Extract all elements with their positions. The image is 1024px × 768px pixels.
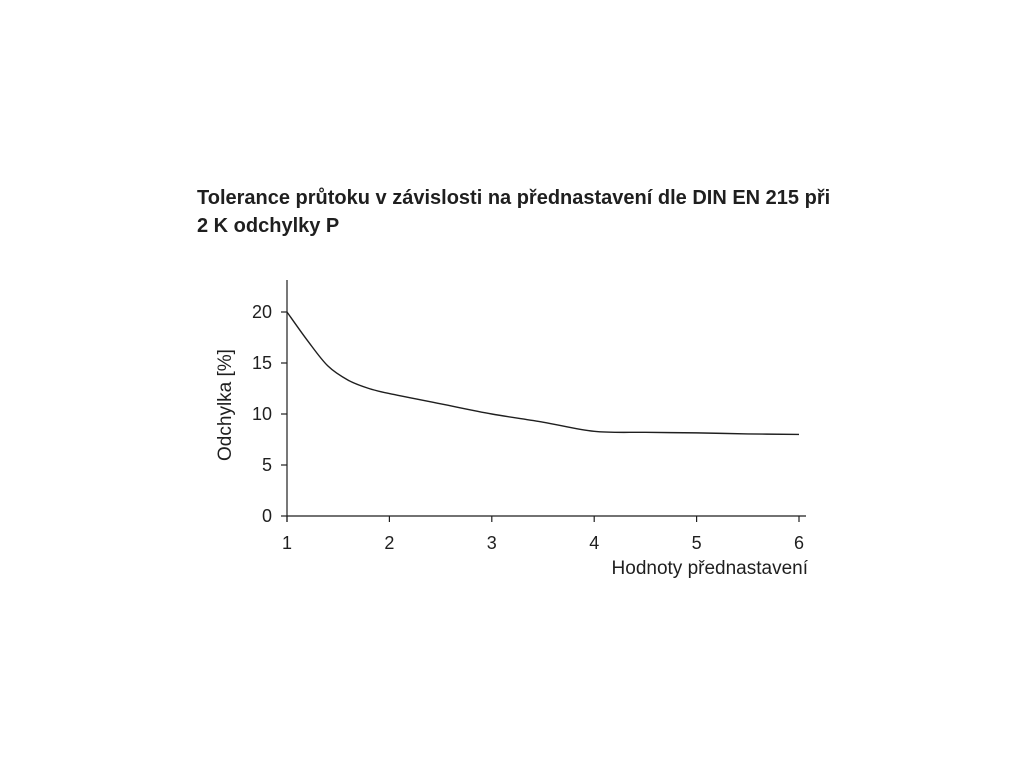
y-tick-label: 10 — [252, 404, 272, 424]
series-line — [286, 311, 800, 436]
x-tick-label: 4 — [589, 533, 599, 553]
chart-title: Tolerance průtoku v závislosti na předna… — [197, 184, 877, 240]
chart-title-line-2: 2 K odchylky P — [197, 215, 340, 237]
y-axis-label: Odchylka [%] — [215, 349, 236, 461]
ticks: 1 2 3 4 5 6 0 5 10 15 20 — [252, 302, 804, 553]
y-tick-label: 5 — [262, 455, 272, 475]
chart-title-line-1: Tolerance průtoku v závislosti na předna… — [197, 187, 831, 209]
x-tick-label: 5 — [692, 533, 702, 553]
x-axis-label: Hodnoty přednastavení — [612, 558, 809, 579]
x-tick-label: 6 — [794, 533, 804, 553]
y-tick-label: 20 — [252, 302, 272, 322]
y-tick-label: 15 — [252, 353, 272, 373]
series-group — [286, 311, 800, 436]
x-tick-label: 1 — [282, 533, 292, 553]
y-tick-label: 0 — [262, 506, 272, 526]
x-tick-label: 2 — [384, 533, 394, 553]
x-tick-label: 3 — [487, 533, 497, 553]
axes — [286, 280, 806, 522]
